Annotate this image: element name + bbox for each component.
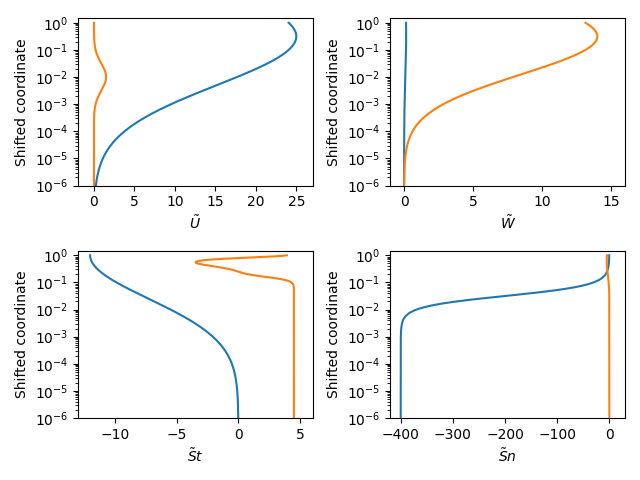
X-axis label: $\tilde{W}$: $\tilde{W}$ <box>500 215 516 232</box>
Y-axis label: Shifted coordinate: Shifted coordinate <box>328 271 342 398</box>
X-axis label: $\tilde{S}n$: $\tilde{S}n$ <box>499 447 517 465</box>
Y-axis label: Shifted coordinate: Shifted coordinate <box>15 271 29 398</box>
Y-axis label: Shifted coordinate: Shifted coordinate <box>328 38 342 166</box>
X-axis label: $\tilde{S}t$: $\tilde{S}t$ <box>187 447 204 465</box>
X-axis label: $\tilde{U}$: $\tilde{U}$ <box>189 215 201 232</box>
Y-axis label: Shifted coordinate: Shifted coordinate <box>15 38 29 166</box>
